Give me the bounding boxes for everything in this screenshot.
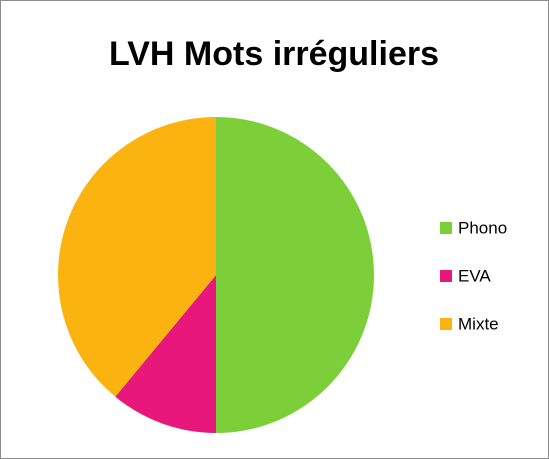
legend-swatch xyxy=(440,318,452,330)
pie-slice xyxy=(216,117,374,433)
legend-swatch xyxy=(440,222,452,234)
legend-label: Mixte xyxy=(458,314,499,333)
legend-label: EVA xyxy=(458,266,491,285)
pie-slice xyxy=(58,117,217,397)
pie-slice xyxy=(115,275,216,433)
chart-title: LVH Mots irréguliers xyxy=(109,35,439,73)
legend-label: Phono xyxy=(458,218,507,237)
legend-swatch xyxy=(440,270,452,282)
